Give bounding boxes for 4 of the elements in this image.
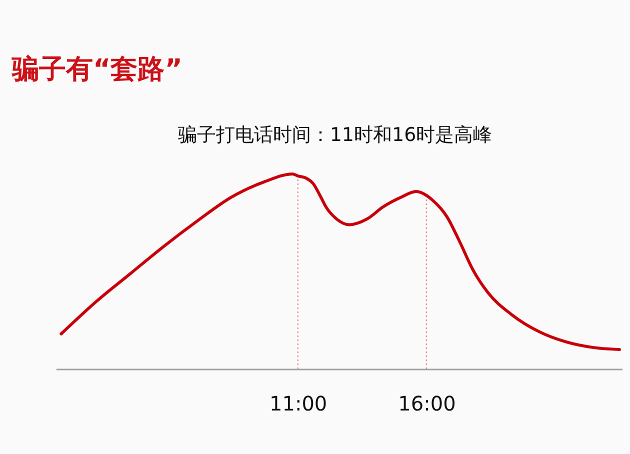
chart-subtitle: 骗子打电话时间：11时和16时是高峰 (178, 124, 492, 146)
chart-title: 骗子有“套路” (11, 54, 182, 85)
x-tick-label: 16:00 (398, 392, 456, 416)
x-tick-label: 11:00 (270, 392, 328, 416)
